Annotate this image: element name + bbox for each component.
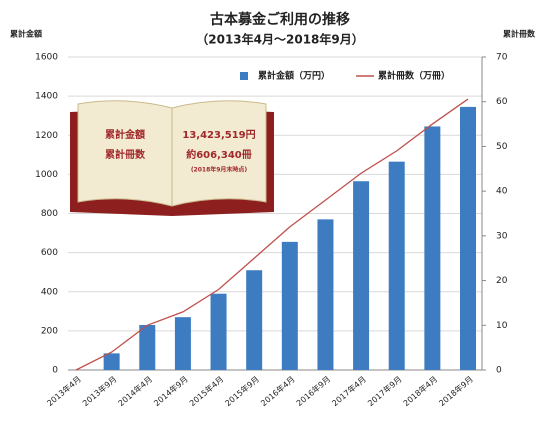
chart-title: 古本募金ご利用の推移 bbox=[210, 11, 350, 28]
y-tick-label: 1200 bbox=[35, 131, 58, 141]
book-value: 約606,340冊 bbox=[186, 148, 252, 161]
bar bbox=[103, 353, 120, 370]
y2-tick-label: 70 bbox=[496, 53, 508, 63]
y-tick-label: 0 bbox=[52, 366, 58, 376]
line bbox=[75, 98, 469, 371]
bar bbox=[174, 317, 191, 370]
bar bbox=[460, 106, 476, 371]
y2-tick-label: 40 bbox=[496, 187, 508, 197]
bar bbox=[388, 161, 405, 370]
bar bbox=[246, 270, 263, 370]
y-tick-label: 400 bbox=[41, 287, 58, 297]
bar bbox=[353, 181, 370, 370]
y2-tick-label: 60 bbox=[496, 97, 508, 107]
y2-tick-label: 0 bbox=[496, 366, 502, 376]
y-tick-label: 200 bbox=[41, 326, 58, 336]
chart-subtitle: （2013年4月～2018年9月） bbox=[196, 32, 364, 47]
y-tick-label: 800 bbox=[41, 209, 58, 219]
y-tick-label: 1400 bbox=[35, 92, 58, 102]
bar bbox=[424, 126, 441, 371]
book-label: 累計冊数 bbox=[105, 148, 146, 161]
y2-axis-title: 累計冊数 bbox=[503, 29, 536, 39]
bar bbox=[281, 241, 298, 370]
legend-label: 累計冊数（万冊） bbox=[378, 70, 450, 82]
y-tick-label: 1000 bbox=[35, 170, 58, 180]
bar bbox=[139, 325, 156, 370]
y-axis-title: 累計金額 bbox=[10, 29, 42, 39]
bar bbox=[317, 219, 334, 370]
y2-tick-label: 10 bbox=[496, 321, 508, 331]
y-tick-label: 1600 bbox=[35, 53, 58, 63]
y2-tick-label: 50 bbox=[496, 142, 508, 152]
y-tick-label: 600 bbox=[41, 248, 58, 258]
legend-label: 累計金額（万円） bbox=[258, 70, 330, 82]
y2-tick-label: 30 bbox=[496, 231, 508, 241]
legend-swatch bbox=[240, 72, 248, 80]
bar bbox=[210, 293, 227, 370]
book-right-page bbox=[171, 100, 267, 207]
book-note: (2018年9月末時点) bbox=[191, 166, 248, 174]
book-value: 13,423,519円 bbox=[182, 129, 255, 141]
book-illustration: 累計金額 累計冊数 13,423,519円 約606,340冊 (2018年9月… bbox=[70, 100, 274, 216]
y2-tick-label: 20 bbox=[496, 276, 508, 286]
book-label: 累計金額 bbox=[105, 128, 145, 141]
